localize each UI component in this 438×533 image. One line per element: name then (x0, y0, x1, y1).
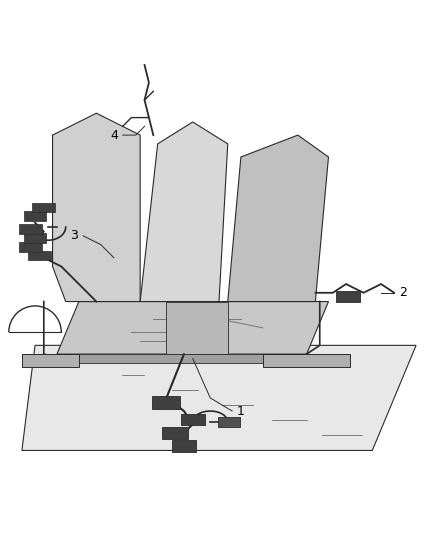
Text: 3: 3 (71, 229, 78, 243)
FancyBboxPatch shape (218, 417, 240, 427)
Text: 4: 4 (110, 128, 118, 142)
FancyBboxPatch shape (162, 427, 188, 439)
Polygon shape (57, 354, 307, 363)
FancyBboxPatch shape (24, 211, 46, 221)
Polygon shape (166, 302, 228, 354)
FancyBboxPatch shape (32, 203, 55, 212)
Polygon shape (53, 113, 140, 302)
Polygon shape (22, 345, 416, 450)
FancyBboxPatch shape (172, 440, 196, 452)
FancyBboxPatch shape (28, 251, 51, 260)
FancyBboxPatch shape (19, 242, 42, 252)
FancyBboxPatch shape (19, 224, 42, 234)
FancyBboxPatch shape (152, 396, 180, 409)
Polygon shape (57, 302, 328, 354)
Polygon shape (22, 354, 79, 367)
Text: 2: 2 (399, 286, 407, 300)
FancyBboxPatch shape (181, 414, 205, 425)
FancyBboxPatch shape (336, 291, 360, 302)
FancyBboxPatch shape (24, 233, 46, 243)
Polygon shape (228, 135, 328, 302)
Polygon shape (140, 122, 228, 302)
Polygon shape (263, 354, 350, 367)
Text: 1: 1 (237, 405, 245, 417)
